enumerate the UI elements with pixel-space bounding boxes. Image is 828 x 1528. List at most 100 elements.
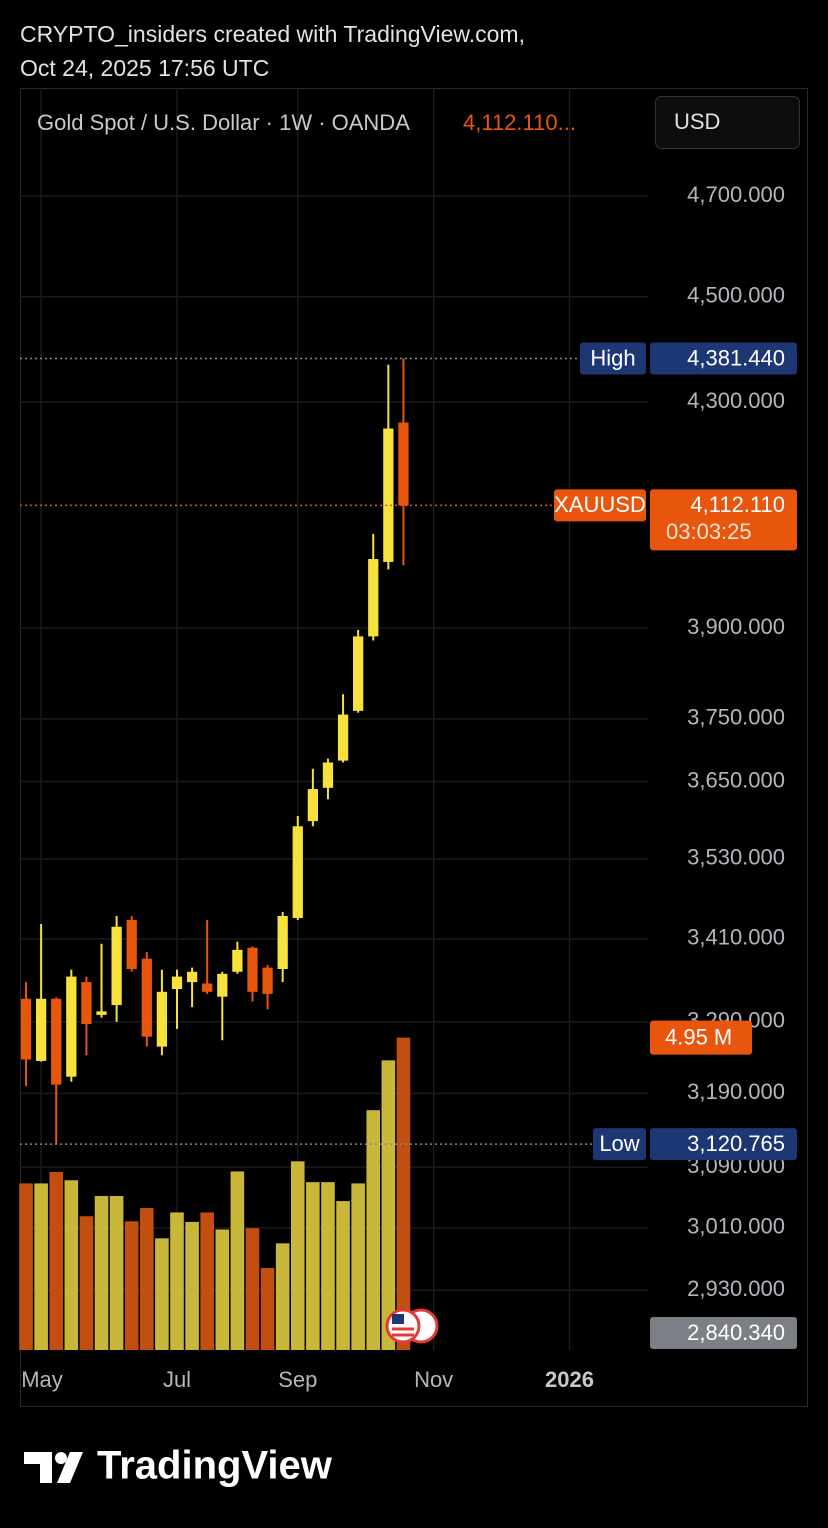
candle-body [186,971,198,983]
header-line: CRYPTO_insiders created with TradingView… [20,21,525,47]
volume-bar [306,1182,320,1350]
price-name: XAUUSD [554,492,646,517]
volume-bar [336,1201,350,1350]
volume-bar [94,1196,109,1350]
y-tick-label: 3,530.000 [687,845,785,870]
candle-body [36,998,47,1061]
x-tick-label: May [21,1367,63,1392]
candle-body [353,636,364,711]
candle-body [383,428,394,562]
price-name-box [593,1128,646,1161]
y-tick-label: 3,410.000 [687,925,785,950]
volume-bar [19,1183,33,1350]
candle-body [217,973,228,997]
candle-body [96,1011,107,1015]
y-tick-label: 3,190.000 [687,1079,785,1104]
chart-frame [20,88,808,1407]
volume-bar [230,1171,245,1350]
candle-body [51,998,62,1085]
candle-body [171,976,183,990]
logo-part [55,1452,67,1464]
volume-bar [245,1228,260,1350]
volume-bar [396,1037,411,1350]
flag-canton [392,1314,404,1324]
labels: 4,700.000 4,500.000 4,300.000 3,900.000 3,75… [20,182,797,1392]
candle-body [247,947,258,992]
candle-body [156,991,168,1047]
price-name: Low [599,1131,639,1156]
y-tick-label: 3,900.000 [687,614,785,639]
candle-body [262,967,273,994]
header-line: Oct 24, 2025 17:56 UTC [20,55,269,81]
candle-body [368,559,379,637]
price-value-box [650,342,797,375]
candle-body [232,949,243,972]
volume-bar [351,1183,365,1350]
price-name-box [580,342,646,375]
volume-bar [260,1267,275,1350]
event-flags [385,1308,439,1344]
price-name: High [590,345,635,370]
candle-body [66,976,77,1077]
volume-bar [49,1172,64,1350]
price-value: 4,381.440 [687,345,785,370]
grid [20,88,648,1350]
y-tick-label: 3,650.000 [687,767,785,792]
logo-part [24,1452,52,1483]
candle-body [126,919,137,970]
volume-bar [79,1216,94,1350]
footer-brand: TradingView [97,1444,333,1488]
currency-button[interactable] [655,96,800,149]
footer-logo: TradingView [24,1444,333,1488]
candle-body [277,915,288,970]
price-value: 4,112.110 [690,492,785,517]
volume-bar [140,1208,154,1350]
volume-bar [215,1229,230,1350]
price-value-box [650,1317,797,1349]
candle-body [81,982,92,1024]
price-value-box [650,489,797,551]
candle-body [398,422,409,506]
x-tick-label: Jul [163,1367,191,1392]
volume-bar [275,1243,290,1350]
candle-body [141,958,152,1037]
candle-body [20,998,32,1060]
last-price: 4,112.110... [463,110,576,135]
volume-bar [185,1221,199,1350]
volume-label: 4.95 M [665,1024,732,1049]
price-value: 3,120.765 [687,1131,785,1156]
chart-title: Gold Spot / U.S. Dollar · 1W · OANDA [37,110,410,135]
candle-body [322,762,334,788]
y-tick-label: 3,750.000 [687,705,785,730]
price-name-box [554,489,646,522]
candle-body [292,826,303,918]
volume-label-box [650,1020,752,1055]
marks [19,358,411,1350]
candle-body [202,983,213,992]
x-tick-label: Nov [414,1367,453,1392]
volume-bar [109,1196,124,1350]
y-tick-label: 4,700.000 [687,182,785,207]
candle-body [111,926,122,1006]
logo-part [57,1452,83,1483]
currency-label: USD [674,109,720,134]
volume-bar [381,1060,396,1350]
price-value: 2,840.340 [687,1320,785,1345]
y-tick-label: 4,300.000 [687,388,785,413]
y-tick-label: 2,930.000 [687,1276,785,1301]
volume-bar [321,1182,335,1350]
volume-bar [290,1161,305,1350]
volume-bar [200,1212,214,1350]
y-tick-label: 4,500.000 [687,283,785,308]
y-tick-label: 3,010.000 [687,1214,785,1239]
x-tick-label: 2026 [545,1367,594,1392]
price-countdown: 03:03:25 [666,519,752,544]
volume-bar [155,1238,169,1350]
volume-bar [170,1212,184,1350]
volume-bar [64,1180,79,1350]
volume-bar [34,1183,48,1350]
x-tick-label: Sep [278,1367,317,1392]
candle-body [337,714,349,761]
